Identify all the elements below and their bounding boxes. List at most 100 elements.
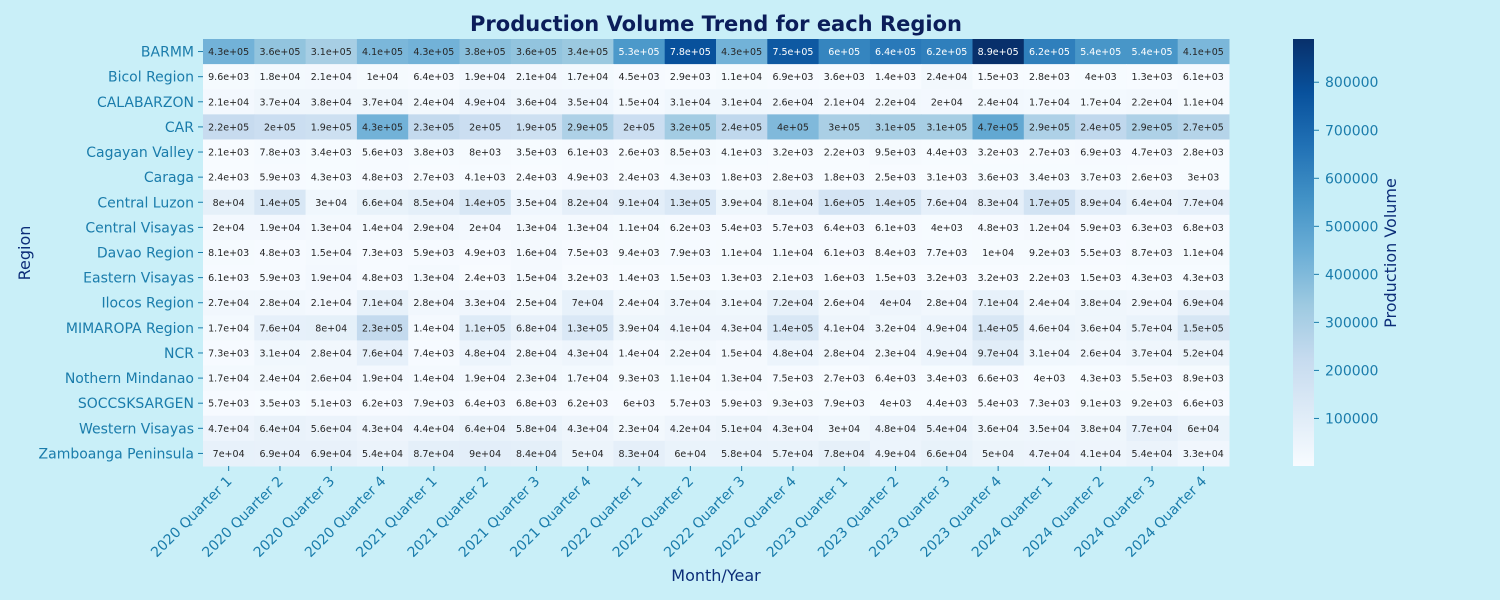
cell-value-label: 2e+05 xyxy=(623,122,655,133)
heatmap-cell xyxy=(356,164,409,191)
heatmap-cell xyxy=(972,340,1025,367)
heatmap-cell xyxy=(408,39,460,65)
cell-value-label: 4.1e+03 xyxy=(465,173,506,184)
cell-value-label: 3e+03 xyxy=(1187,173,1219,184)
cell-value-label: 5e+04 xyxy=(982,449,1014,460)
cell-value-label: 7.7e+04 xyxy=(1132,424,1173,435)
cell-value-label: 2.2e+05 xyxy=(208,122,249,133)
heatmap-cell xyxy=(869,340,922,367)
cell-value-label: 8.4e+04 xyxy=(516,449,557,460)
heatmap-cell xyxy=(664,290,717,316)
heatmap-cell xyxy=(408,89,460,115)
heatmap-cell xyxy=(767,365,820,392)
heatmap-cell xyxy=(562,340,614,367)
cell-value-label: 3.2e+03 xyxy=(978,148,1019,159)
cell-value-label: 4e+03 xyxy=(1085,72,1117,83)
heatmap-cell xyxy=(1075,390,1127,417)
heatmap-cell xyxy=(408,315,460,341)
heatmap-cell xyxy=(254,189,307,216)
heatmap-cell xyxy=(972,440,1025,467)
cell-value-label: 4.3e+04 xyxy=(721,323,762,334)
cell-value-label: 1.7e+04 xyxy=(208,323,249,334)
heatmap-cell xyxy=(664,214,717,241)
cell-value-label: 2.1e+04 xyxy=(824,97,865,108)
heatmap-cell xyxy=(664,64,717,90)
heatmap-cell xyxy=(1126,214,1179,241)
cell-value-label: 1.9e+04 xyxy=(465,374,506,385)
cell-value-label: 3.6e+04 xyxy=(1080,323,1121,334)
cell-value-label: 4.4e+03 xyxy=(926,399,967,410)
heatmap-cell xyxy=(1023,340,1076,367)
cell-value-label: 8.1e+03 xyxy=(208,248,249,259)
heatmap-cell xyxy=(1177,64,1230,90)
cell-value-label: 4.3e+04 xyxy=(772,424,813,435)
heatmap-cell xyxy=(869,365,922,392)
cell-value-label: 1.5e+05 xyxy=(1183,323,1224,334)
cell-value-label: 2.3e+04 xyxy=(619,424,660,435)
cell-value-label: 4.7e+04 xyxy=(1029,449,1070,460)
heatmap-cell xyxy=(921,239,973,266)
cell-value-label: 1.4e+05 xyxy=(259,198,300,209)
heatmap-cell xyxy=(972,64,1025,90)
colorbar xyxy=(1293,39,1314,466)
heatmap-cell xyxy=(459,39,512,65)
heatmap-cell xyxy=(818,39,871,65)
heatmap-cell xyxy=(613,265,666,291)
cell-value-label: 2.6e+03 xyxy=(1132,173,1173,184)
heatmap-cell xyxy=(613,390,666,417)
heatmap-cell xyxy=(613,290,666,316)
heatmap-cell xyxy=(972,290,1025,316)
cell-value-label: 4e+04 xyxy=(880,298,912,309)
y-tick-label: SOCCSKSARGEN xyxy=(78,396,194,412)
heatmap-cell xyxy=(767,214,820,241)
cell-value-label: 8.3e+04 xyxy=(619,449,660,460)
cell-value-label: 3.2e+04 xyxy=(875,323,916,334)
heatmap-cell xyxy=(818,64,871,90)
cell-value-label: 3.3e+04 xyxy=(465,298,506,309)
colorbar-tick-label: 500000 xyxy=(1325,219,1378,235)
heatmap-cell xyxy=(356,440,409,467)
heatmap-cell xyxy=(716,239,768,266)
cell-value-label: 7.9e+03 xyxy=(824,399,865,410)
cell-value-label: 2.2e+03 xyxy=(1029,273,1070,284)
cell-value-label: 3.7e+04 xyxy=(1132,348,1173,359)
cell-value-label: 1.8e+03 xyxy=(721,173,762,184)
heatmap-cell xyxy=(1023,415,1076,442)
cell-value-label: 5.1e+03 xyxy=(311,399,352,410)
heatmap-cell xyxy=(510,214,563,241)
chart-title: Production Volume Trend for each Region xyxy=(470,12,962,36)
heatmap-cell xyxy=(972,390,1025,417)
cell-value-label: 3.4e+03 xyxy=(311,148,352,159)
cell-value-label: 8e+04 xyxy=(315,323,347,334)
heatmap-cell xyxy=(921,139,973,166)
heatmap-cell xyxy=(767,239,820,266)
cell-value-label: 1.8e+03 xyxy=(824,173,865,184)
heatmap-cell xyxy=(921,214,973,241)
heatmap-cell xyxy=(1126,239,1179,266)
cell-value-label: 2.4e+04 xyxy=(413,97,454,108)
cell-value-label: 3.8e+04 xyxy=(1080,424,1121,435)
y-tick-label: Caraga xyxy=(144,170,194,186)
heatmap-cell xyxy=(305,139,358,166)
heatmap-cell xyxy=(869,440,922,467)
heatmap-cell xyxy=(1126,189,1179,216)
y-tick-label: Nothern Mindanao xyxy=(65,371,194,387)
heatmap-cell xyxy=(510,340,563,367)
heatmap-cell xyxy=(510,164,563,191)
heatmap-cell xyxy=(716,139,768,166)
cell-value-label: 2.7e+03 xyxy=(413,173,454,184)
heatmap-cell xyxy=(510,64,563,90)
cell-value-label: 6e+05 xyxy=(828,47,860,58)
cell-value-label: 1.4e+04 xyxy=(362,223,403,234)
cell-value-label: 4.9e+04 xyxy=(926,348,967,359)
heatmap-cell xyxy=(1075,89,1127,115)
heatmap-cell xyxy=(562,64,614,90)
cell-value-label: 7.1e+04 xyxy=(978,298,1019,309)
cell-value-label: 6.8e+03 xyxy=(1183,223,1224,234)
cell-value-label: 1.3e+04 xyxy=(721,374,762,385)
cell-value-label: 6.2e+03 xyxy=(362,399,403,410)
heatmap-cell xyxy=(305,114,358,140)
cell-value-label: 2.9e+03 xyxy=(670,72,711,83)
cell-value-label: 6.4e+03 xyxy=(824,223,865,234)
heatmap-cell xyxy=(305,340,358,367)
